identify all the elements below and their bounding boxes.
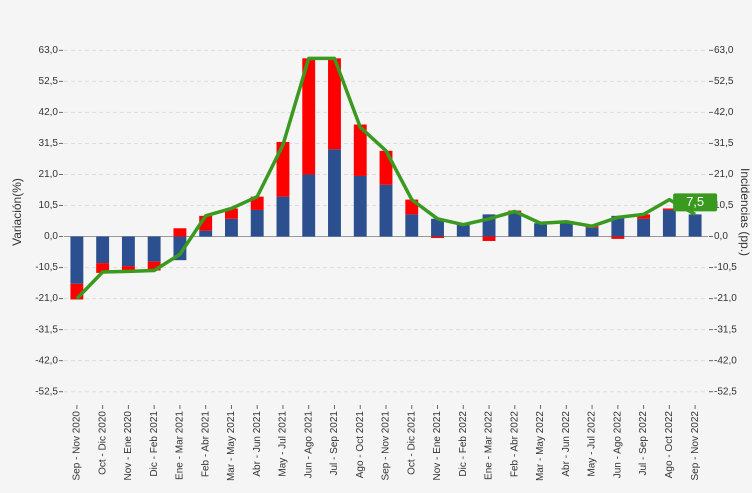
bar [96, 236, 110, 264]
y-tick-label: -42,0 [35, 355, 58, 366]
x-tick-label: Ago - Oct 2022 [664, 411, 675, 479]
y2-tick-label: 21,0 [714, 169, 734, 180]
bar [611, 215, 625, 237]
bar [534, 223, 547, 237]
x-tick-label: Oct - Dic 2020 [97, 411, 108, 475]
y-tick-label: 0,0 [44, 231, 58, 242]
x-tick-label: Oct - Dic 2021 [406, 411, 417, 475]
bar [379, 184, 393, 237]
y2-axis-label: Incidencias (pp.) [738, 168, 752, 256]
line [75, 56, 696, 300]
bar [96, 263, 110, 273]
bar [508, 211, 522, 237]
x-tick-label: Mar - May 2022 [535, 411, 546, 481]
x-tick-label: Jun - Ago 2022 [612, 411, 623, 479]
bar [611, 236, 625, 239]
x-tick-label: Jun - Ago 2021 [303, 411, 314, 479]
bar [225, 208, 238, 219]
bar [199, 230, 213, 237]
y2-tick-label: 42,0 [714, 107, 734, 118]
x-tick-label: Ago - Oct 2021 [355, 411, 366, 479]
x-tick-label: Abr - Jun 2022 [561, 411, 572, 477]
x-tick-label: Sep - Nov 2022 [690, 411, 701, 481]
bar [70, 236, 84, 284]
bar [121, 266, 135, 272]
bar [559, 221, 573, 237]
bar [353, 175, 367, 237]
y-tick-label: 42,0 [39, 107, 59, 118]
bar [121, 236, 135, 267]
x-tick-label: Nov - Ene 2020 [123, 411, 134, 481]
y2-tick-label: -21,0 [714, 293, 737, 304]
y-tick-label: 21,0 [39, 169, 59, 180]
bar [431, 236, 444, 239]
x-tick-label: Nov - Ene 2021 [432, 411, 443, 481]
y2-tick-label: 10,5 [714, 200, 734, 211]
bar [328, 149, 341, 237]
x-tick-label: Feb - Abr 2022 [509, 411, 520, 478]
bar [276, 196, 290, 237]
x-tick-label: Jul - Sep 2022 [638, 411, 649, 476]
y-tick-label: -21,0 [35, 293, 58, 304]
bar [147, 261, 161, 271]
bar [688, 214, 702, 237]
y-tick-label: -52,5 [35, 386, 58, 397]
bar [353, 124, 367, 176]
bar [662, 209, 676, 237]
bar [662, 208, 676, 210]
bar [302, 174, 316, 237]
bar [637, 218, 651, 237]
y2-tick-label: -31,5 [714, 324, 737, 335]
bar [302, 58, 316, 175]
x-tick-label: May - Jul 2022 [587, 411, 598, 477]
y-tick-label: 31,5 [39, 138, 59, 149]
y2-tick-label: 52,5 [714, 76, 734, 87]
y2-tick-label: -42,0 [714, 355, 737, 366]
x-tick-label: May - Jul 2021 [278, 411, 289, 477]
bar [585, 227, 599, 237]
y-tick-label: -31,5 [35, 324, 58, 335]
bar [250, 209, 264, 237]
bar [328, 58, 341, 150]
x-tick-label: Feb - Abr 2021 [200, 411, 211, 478]
bar [147, 236, 161, 262]
x-tick-label: Ene - Mar 2022 [484, 411, 495, 480]
x-tick-label: Mar - May 2021 [226, 411, 237, 481]
bar [225, 218, 238, 237]
y-tick-label: 63,0 [39, 45, 59, 56]
bar [482, 236, 496, 241]
bar [456, 224, 470, 237]
y-axis-label: Variación(%) [10, 178, 24, 246]
y-tick-label: 52,5 [39, 76, 59, 87]
bar [431, 218, 444, 237]
y2-tick-label: -10,5 [714, 262, 737, 273]
x-tick-label: Jul - Sep 2021 [329, 411, 340, 476]
x-tick-label: Dic - Feb 2021 [149, 411, 160, 477]
x-tick-label: Ene - Mar 2021 [175, 411, 186, 480]
value-label: 7,5 [686, 194, 704, 209]
x-tick-label: Sep - Nov 2021 [381, 411, 392, 481]
bar [173, 228, 187, 237]
bar [276, 141, 290, 197]
y2-tick-label: 0,0 [714, 231, 728, 242]
y-tick-label: 10,5 [39, 200, 59, 211]
bar [405, 214, 419, 237]
x-tick-label: Dic - Feb 2022 [458, 411, 469, 477]
y2-tick-label: -52,5 [714, 386, 737, 397]
bar [637, 214, 651, 219]
y-tick-label: -10,5 [35, 262, 58, 273]
x-tick-label: Sep - Nov 2020 [72, 411, 83, 481]
x-tick-label: Abr - Jun 2021 [252, 411, 263, 477]
y2-tick-label: 31,5 [714, 138, 734, 149]
y2-tick-label: 63,0 [714, 45, 734, 56]
value-label-box [673, 193, 718, 212]
